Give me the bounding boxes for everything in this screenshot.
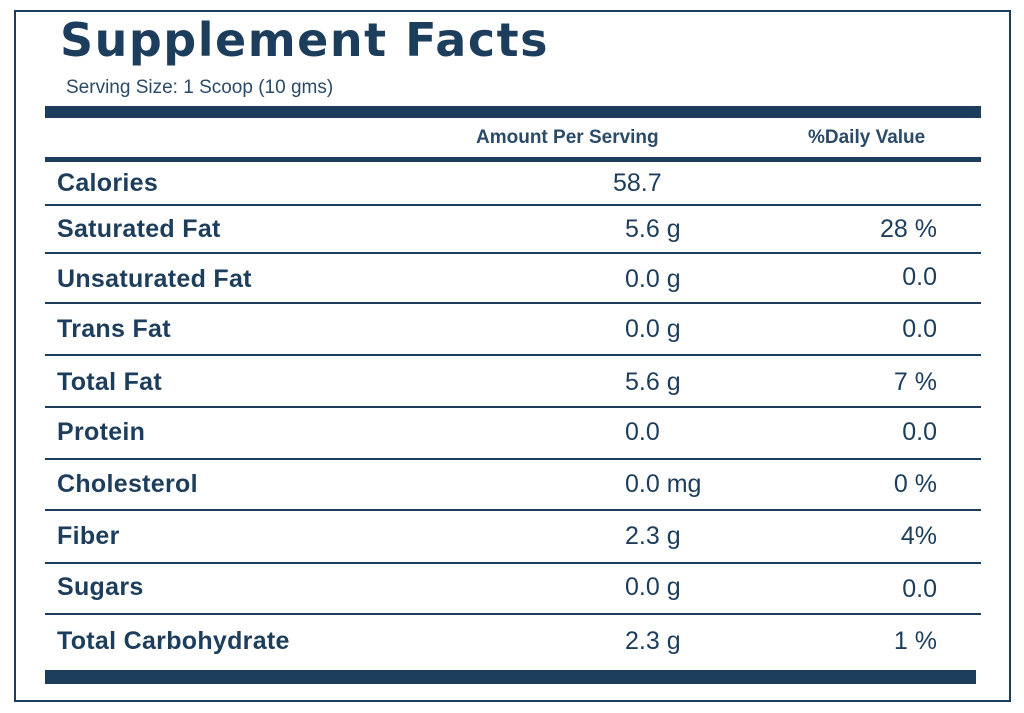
nutrient-name: Protein — [57, 418, 146, 446]
nutrient-amount: 0.0 — [625, 418, 660, 446]
row-divider — [45, 509, 981, 511]
nutrient-amount: 58.7 — [613, 169, 662, 197]
nutrient-daily-value: 7 % — [893, 368, 937, 396]
nutrient-name: Total Carbohydrate — [57, 627, 290, 655]
nutrient-name: Saturated Fat — [57, 215, 221, 243]
row-divider — [45, 562, 981, 564]
nutrient-amount: 2.3 g — [625, 627, 681, 655]
row-divider — [45, 354, 981, 356]
nutrient-amount: 0.0 g — [625, 315, 681, 343]
nutrient-daily-value: 4% — [900, 522, 937, 550]
nutrient-name: Cholesterol — [57, 470, 198, 498]
nutrient-daily-value: 28 % — [880, 215, 937, 243]
nutrient-daily-value: 0 % — [893, 470, 937, 498]
bottom-divider-bar — [45, 670, 976, 684]
nutrient-name: Trans Fat — [57, 315, 171, 343]
nutrient-daily-value: 0.0 — [902, 418, 937, 446]
nutrient-amount: 0.0 g — [625, 265, 681, 293]
nutrient-daily-value: 0.0 — [902, 315, 937, 343]
nutrient-name: Unsaturated Fat — [57, 265, 252, 293]
nutrient-daily-value: 1 % — [893, 627, 937, 655]
row-divider — [45, 613, 981, 615]
nutrient-amount: 5.6 g — [625, 368, 681, 396]
header-divider-bar — [45, 157, 981, 162]
row-divider — [45, 204, 981, 206]
supplement-facts-panel — [14, 10, 1011, 702]
nutrient-name: Calories — [57, 169, 159, 197]
nutrient-amount: 5.6 g — [625, 215, 681, 243]
header-amount-per-serving: Amount Per Serving — [476, 127, 659, 148]
nutrient-amount: 2.3 g — [625, 522, 681, 550]
nutrient-amount: 0.0 g — [625, 573, 681, 601]
nutrient-amount: 0.0 mg — [625, 470, 702, 498]
nutrient-name: Fiber — [57, 522, 120, 550]
row-divider — [45, 252, 981, 254]
top-divider-bar — [45, 106, 981, 118]
serving-size: Serving Size: 1 Scoop (10 gms) — [66, 77, 334, 98]
nutrient-name: Sugars — [57, 573, 144, 601]
header-daily-value: %Daily Value — [808, 127, 926, 148]
row-divider — [45, 406, 981, 408]
label-title: Supplement Facts — [60, 13, 549, 67]
row-divider — [45, 302, 981, 304]
nutrient-daily-value: 0.0 — [902, 263, 937, 291]
nutrient-daily-value: 0.0 — [902, 575, 937, 603]
row-divider — [45, 458, 981, 460]
nutrient-name: Total Fat — [57, 368, 163, 396]
